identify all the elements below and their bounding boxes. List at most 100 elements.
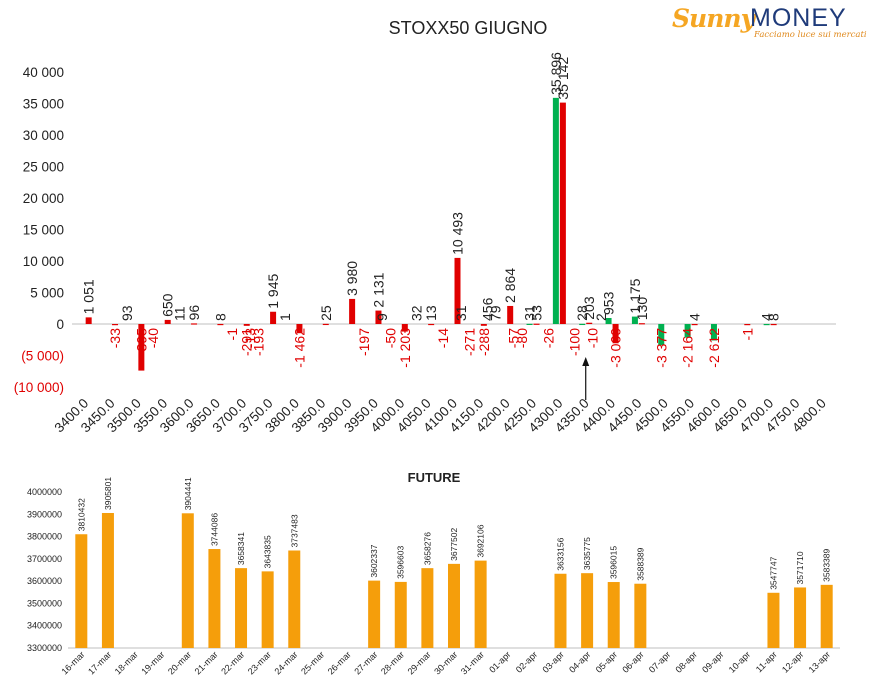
x-tick-label: 17-mar bbox=[86, 649, 113, 676]
bar bbox=[710, 324, 717, 341]
data-label: 4 bbox=[759, 313, 775, 321]
x-tick-label: 08-apr bbox=[674, 649, 699, 674]
bar bbox=[421, 568, 434, 648]
data-label: -26 bbox=[540, 328, 556, 348]
y-tick-label: 3400000 bbox=[27, 621, 62, 631]
x-tick-label: 24-mar bbox=[272, 649, 299, 676]
data-label: 3905801 bbox=[103, 477, 113, 510]
data-label: 35 142 bbox=[555, 57, 571, 100]
data-label: -1 203 bbox=[397, 328, 413, 368]
data-label: 11 bbox=[172, 306, 188, 321]
data-label: -57 bbox=[506, 328, 522, 348]
bar bbox=[744, 324, 751, 326]
sunnymoney-logo: Sunny MONEY Facciamo luce sui mercati bbox=[668, 4, 868, 42]
bar bbox=[375, 310, 382, 324]
data-label: 3596603 bbox=[396, 546, 406, 579]
x-tick-label: 31-mar bbox=[459, 649, 486, 676]
bar bbox=[579, 323, 586, 326]
data-label: -2 612 bbox=[706, 328, 722, 368]
data-label: -1 bbox=[224, 328, 240, 341]
bar bbox=[526, 323, 533, 326]
x-tick-label: 23-mar bbox=[246, 649, 273, 676]
data-label: 3571710 bbox=[795, 551, 805, 584]
data-label: 3737483 bbox=[289, 514, 299, 547]
data-label: 3904441 bbox=[183, 477, 193, 510]
data-label: 31 bbox=[522, 305, 538, 321]
bar bbox=[605, 317, 612, 324]
bar bbox=[507, 305, 514, 324]
bar bbox=[533, 323, 540, 325]
bar bbox=[75, 534, 88, 648]
data-label: 3658341 bbox=[236, 532, 246, 565]
chart-title: STOXX50 GIUGNO bbox=[389, 18, 548, 38]
data-label: 3583389 bbox=[822, 548, 832, 581]
data-label: 93 bbox=[119, 305, 135, 321]
bar bbox=[164, 319, 171, 324]
data-label: 79 bbox=[488, 305, 504, 321]
bar bbox=[684, 324, 691, 338]
data-label: 1 175 bbox=[627, 278, 643, 313]
bar bbox=[554, 573, 567, 648]
data-label: 2 bbox=[593, 313, 609, 321]
bar bbox=[138, 324, 145, 371]
bar bbox=[454, 257, 461, 324]
bar bbox=[480, 324, 487, 326]
y-tick-label: 3500000 bbox=[27, 598, 62, 608]
bar bbox=[217, 323, 224, 326]
bar bbox=[191, 323, 198, 325]
data-label: 456 bbox=[479, 297, 495, 321]
data-label: 53 bbox=[529, 305, 545, 321]
chart-title: FUTURE bbox=[408, 470, 461, 485]
data-label: 31 bbox=[453, 305, 469, 321]
x-tick-label: 03-apr bbox=[540, 649, 565, 674]
data-label: 3596015 bbox=[609, 546, 619, 579]
bar bbox=[474, 560, 487, 648]
data-label: 3 980 bbox=[344, 261, 360, 296]
y-tick-label: 20 000 bbox=[23, 191, 64, 206]
y-tick-label: 3300000 bbox=[27, 643, 62, 653]
data-label: 25 bbox=[318, 305, 334, 321]
data-label: 3635775 bbox=[582, 537, 592, 570]
data-label: -197 bbox=[356, 328, 372, 356]
x-tick-label: 28-mar bbox=[379, 649, 406, 676]
data-label: 8 bbox=[212, 313, 228, 321]
bar bbox=[288, 550, 301, 648]
arrow-marker-head bbox=[582, 357, 590, 366]
data-label: 1 bbox=[277, 313, 293, 321]
x-tick-label: 07-apr bbox=[647, 649, 672, 674]
bar bbox=[368, 580, 381, 648]
logo-sunny-text: Sunny bbox=[672, 4, 755, 33]
data-label: -291 bbox=[239, 328, 255, 356]
bar bbox=[448, 563, 460, 648]
y-tick-label: 3700000 bbox=[27, 554, 62, 564]
data-label: -3 060 bbox=[608, 328, 624, 368]
y-tick-label: 25 000 bbox=[23, 160, 64, 175]
data-label: 2 131 bbox=[370, 272, 386, 307]
bar bbox=[208, 549, 221, 648]
x-tick-label: 16-mar bbox=[59, 649, 86, 676]
x-tick-label: 01-apr bbox=[487, 649, 512, 674]
logo-tagline: Facciamo luce sui mercati bbox=[754, 30, 867, 40]
data-label: 130 bbox=[634, 297, 650, 321]
bar bbox=[691, 323, 698, 326]
data-label: 13 bbox=[423, 305, 439, 321]
data-label: 395 bbox=[133, 328, 149, 352]
data-label: -50 bbox=[382, 328, 398, 348]
x-tick-label: 13-apr bbox=[807, 649, 832, 674]
data-label: 32 bbox=[409, 305, 425, 321]
bar bbox=[559, 102, 566, 324]
y-tick-label: 4000000 bbox=[27, 487, 62, 497]
data-label: -100 bbox=[567, 328, 583, 356]
data-label: 3810432 bbox=[76, 498, 86, 531]
data-label: 35 896 bbox=[548, 52, 564, 95]
bar bbox=[296, 324, 303, 334]
x-tick-label: 20-mar bbox=[166, 649, 193, 676]
data-label: -288 bbox=[476, 328, 492, 356]
x-tick-label: 21-mar bbox=[193, 649, 220, 676]
y-tick-label: 3800000 bbox=[27, 532, 62, 542]
bar bbox=[235, 568, 248, 648]
bar bbox=[428, 323, 435, 326]
data-label: -14 bbox=[435, 328, 451, 348]
y-tick-label: 3600000 bbox=[27, 576, 62, 586]
data-label: 203 bbox=[581, 296, 597, 320]
